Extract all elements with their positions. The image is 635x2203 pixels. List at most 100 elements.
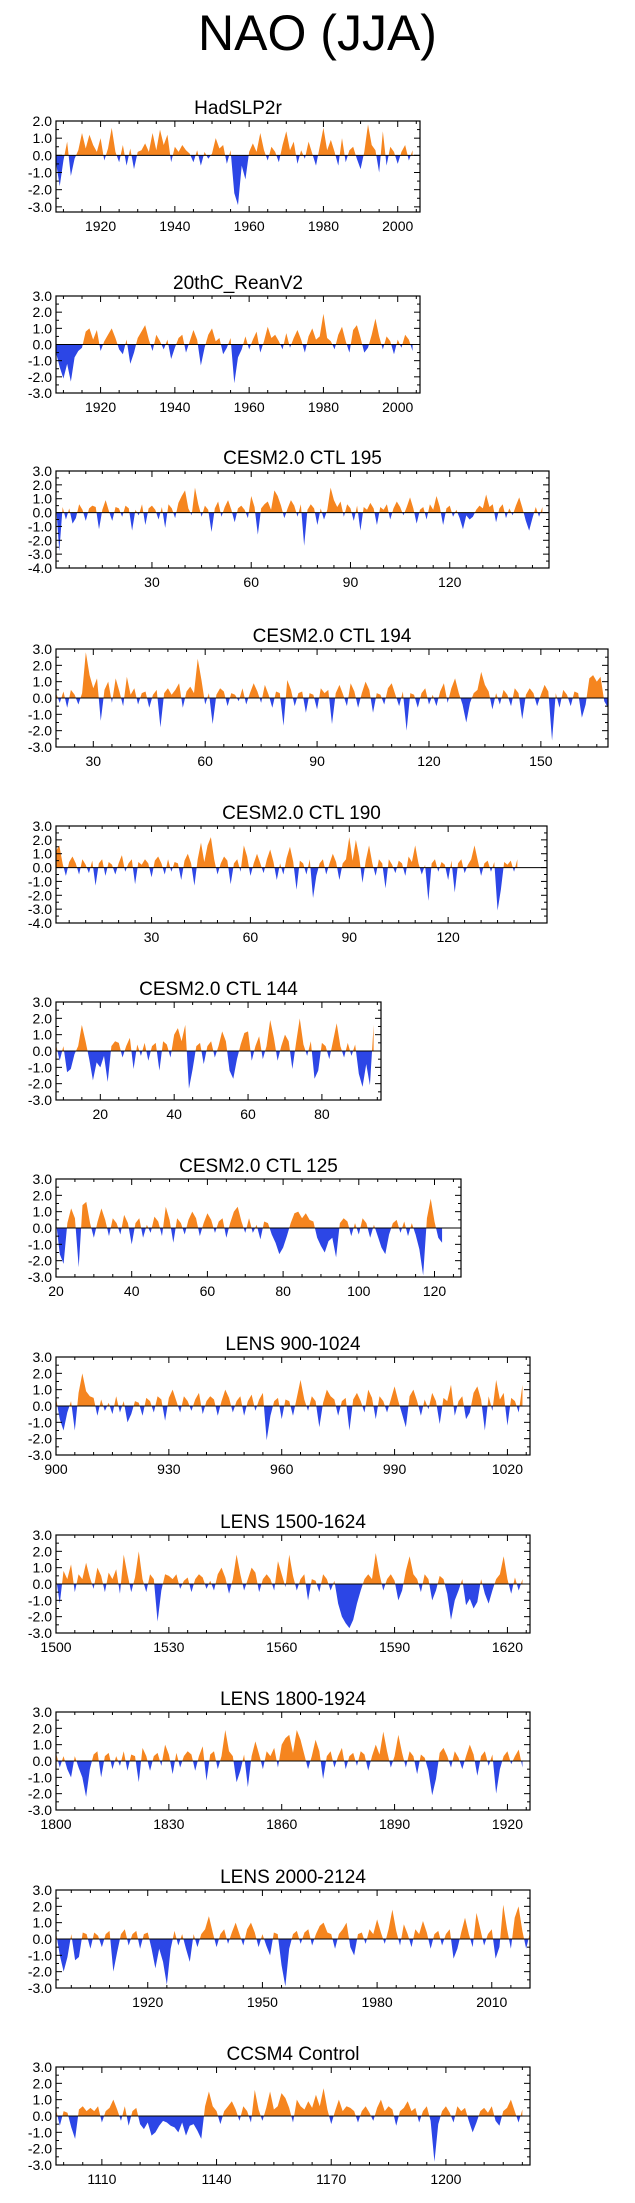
- x-tick-label: 1950: [247, 1994, 278, 2010]
- positive-anomaly-area: [56, 487, 543, 513]
- x-tick-label: 150: [529, 753, 553, 769]
- y-tick-label: -2.0: [28, 723, 52, 739]
- x-tick-label: 1980: [308, 218, 339, 234]
- x-tick-label: 1920: [85, 218, 116, 234]
- panel-title: LENS 2000-2124: [220, 1867, 366, 1888]
- y-tick-label: -1.0: [28, 1947, 52, 1963]
- y-tick-label: 0.0: [33, 1043, 53, 1059]
- y-tick-label: -3.0: [28, 1447, 52, 1463]
- y-tick-label: 1.0: [33, 1915, 53, 1931]
- panel-title: LENS 1800-1924: [220, 1689, 366, 1710]
- y-tick-label: 2.0: [33, 657, 53, 673]
- y-tick-label: 0.0: [33, 690, 53, 706]
- y-tick-label: 1.0: [33, 1204, 53, 1220]
- y-tick-label: 1.0: [33, 674, 53, 690]
- nao-panel: LENS 1500-16243.02.01.00.0-1.0-2.0-3.015…: [28, 1512, 531, 1655]
- y-tick-label: 0.0: [33, 1931, 53, 1947]
- x-tick-label: 30: [86, 753, 102, 769]
- negative-anomaly-area: [57, 2116, 521, 2162]
- y-tick-label: 2.0: [33, 477, 53, 493]
- nao-panel: LENS 900-1024 3.02.01.00.0-1.0-2.0-3.0900…: [28, 1334, 531, 1477]
- x-tick-label: 900: [44, 1461, 68, 1477]
- y-tick-label: -2.0: [28, 1964, 52, 1980]
- x-tick-label: 120: [438, 574, 462, 590]
- x-tick-label: 1980: [308, 399, 339, 415]
- y-tick-label: 2.0: [33, 1365, 53, 1381]
- y-tick-label: -2.0: [28, 1431, 52, 1447]
- x-tick-label: 100: [347, 1283, 371, 1299]
- x-tick-label: 2000: [382, 399, 413, 415]
- y-tick-label: 3.0: [33, 1171, 53, 1187]
- x-tick-label: 1920: [132, 1994, 163, 2010]
- x-tick-label: 1800: [40, 1816, 71, 1832]
- y-tick-label: -3.0: [28, 901, 52, 917]
- x-tick-label: 960: [270, 1461, 294, 1477]
- y-tick-label: 1.0: [33, 320, 53, 336]
- x-tick-label: 1500: [40, 1639, 71, 1655]
- x-tick-label: 1200: [430, 2171, 461, 2187]
- y-tick-label: -3.0: [28, 739, 52, 755]
- negative-anomaly-area: [56, 1228, 443, 1276]
- panel-title: CCSM4 Control: [226, 2044, 359, 2065]
- y-tick-label: -2.0: [28, 1609, 52, 1625]
- negative-anomaly-area: [56, 512, 541, 552]
- y-tick-label: 0.0: [33, 1576, 53, 1592]
- y-tick-label: -2.0: [28, 887, 52, 903]
- y-tick-label: -2.0: [28, 2141, 52, 2157]
- x-tick-label: 60: [197, 753, 213, 769]
- x-tick-label: 1960: [234, 218, 265, 234]
- y-tick-label: 3.0: [33, 1882, 53, 1898]
- negative-anomaly-area: [57, 698, 608, 741]
- x-tick-label: 90: [343, 574, 359, 590]
- x-tick-label: 120: [423, 1283, 447, 1299]
- x-tick-label: 20: [48, 1283, 64, 1299]
- y-tick-label: -1.0: [28, 518, 52, 534]
- x-tick-label: 90: [341, 929, 357, 945]
- y-tick-label: 0.0: [33, 1398, 53, 1414]
- panel-title: CESM2.0 CTL 195: [223, 448, 382, 469]
- negative-anomaly-area: [56, 155, 411, 206]
- y-tick-label: -1.0: [28, 1769, 52, 1785]
- negative-anomaly-area: [57, 1406, 520, 1441]
- y-tick-label: -1.0: [28, 1414, 52, 1430]
- nao-panel: LENS 1800-19243.02.01.00.0-1.0-2.0-3.018…: [28, 1689, 531, 1832]
- nao-panel: CESM2.0 CTL 195 3.02.01.00.0-1.0-2.0-3.0-…: [28, 448, 550, 590]
- panel-title: CESM2.0 CTL 190: [222, 803, 381, 824]
- nao-panel: CESM2.0 CTL 125 3.02.01.00.0-1.0-2.0-3.02…: [28, 1156, 462, 1299]
- x-tick-label: 1620: [492, 1639, 523, 1655]
- x-tick-label: 1170: [316, 2171, 346, 2187]
- y-tick-label: 1.0: [33, 2092, 53, 2108]
- x-tick-label: 30: [144, 929, 160, 945]
- negative-anomaly-area: [58, 1761, 523, 1797]
- positive-anomaly-area: [82, 313, 411, 345]
- x-tick-label: 1530: [153, 1639, 184, 1655]
- y-tick-label: 1.0: [33, 1560, 53, 1576]
- y-tick-label: -1.0: [28, 165, 52, 181]
- y-tick-label: -3.0: [28, 1092, 52, 1108]
- y-tick-label: -3.0: [28, 546, 52, 562]
- y-tick-label: 3.0: [33, 463, 53, 479]
- positive-anomaly-area: [56, 1198, 437, 1228]
- x-tick-label: 1140: [201, 2171, 231, 2187]
- y-tick-label: 3.0: [33, 1704, 53, 1720]
- positive-anomaly-area: [56, 652, 604, 698]
- y-tick-label: 2.0: [33, 2075, 53, 2091]
- y-tick-label: -2.0: [28, 369, 52, 385]
- x-tick-label: 1020: [492, 1461, 523, 1477]
- nao-panel: CESM2.0 CTL 190 3.02.01.00.0-1.0-2.0-3.0-…: [28, 803, 548, 945]
- y-tick-label: 2.0: [33, 113, 53, 129]
- x-tick-label: 30: [144, 574, 160, 590]
- y-tick-label: -2.0: [28, 532, 52, 548]
- y-tick-label: -3.0: [28, 2157, 52, 2173]
- y-tick-label: -2.0: [28, 182, 52, 198]
- negative-anomaly-area: [56, 1584, 521, 1629]
- y-tick-label: -1.0: [28, 706, 52, 722]
- negative-anomaly-area: [57, 1051, 373, 1089]
- x-tick-label: 40: [166, 1106, 182, 1122]
- nao-panel: CESM2.0 CTL 144 3.02.01.00.0-1.0-2.0-3.0 2…: [28, 979, 382, 1122]
- y-tick-label: 3.0: [33, 818, 53, 834]
- y-tick-label: -1.0: [28, 2124, 52, 2140]
- y-tick-label: -3.0: [28, 1980, 52, 1996]
- y-tick-label: 1.0: [33, 130, 53, 146]
